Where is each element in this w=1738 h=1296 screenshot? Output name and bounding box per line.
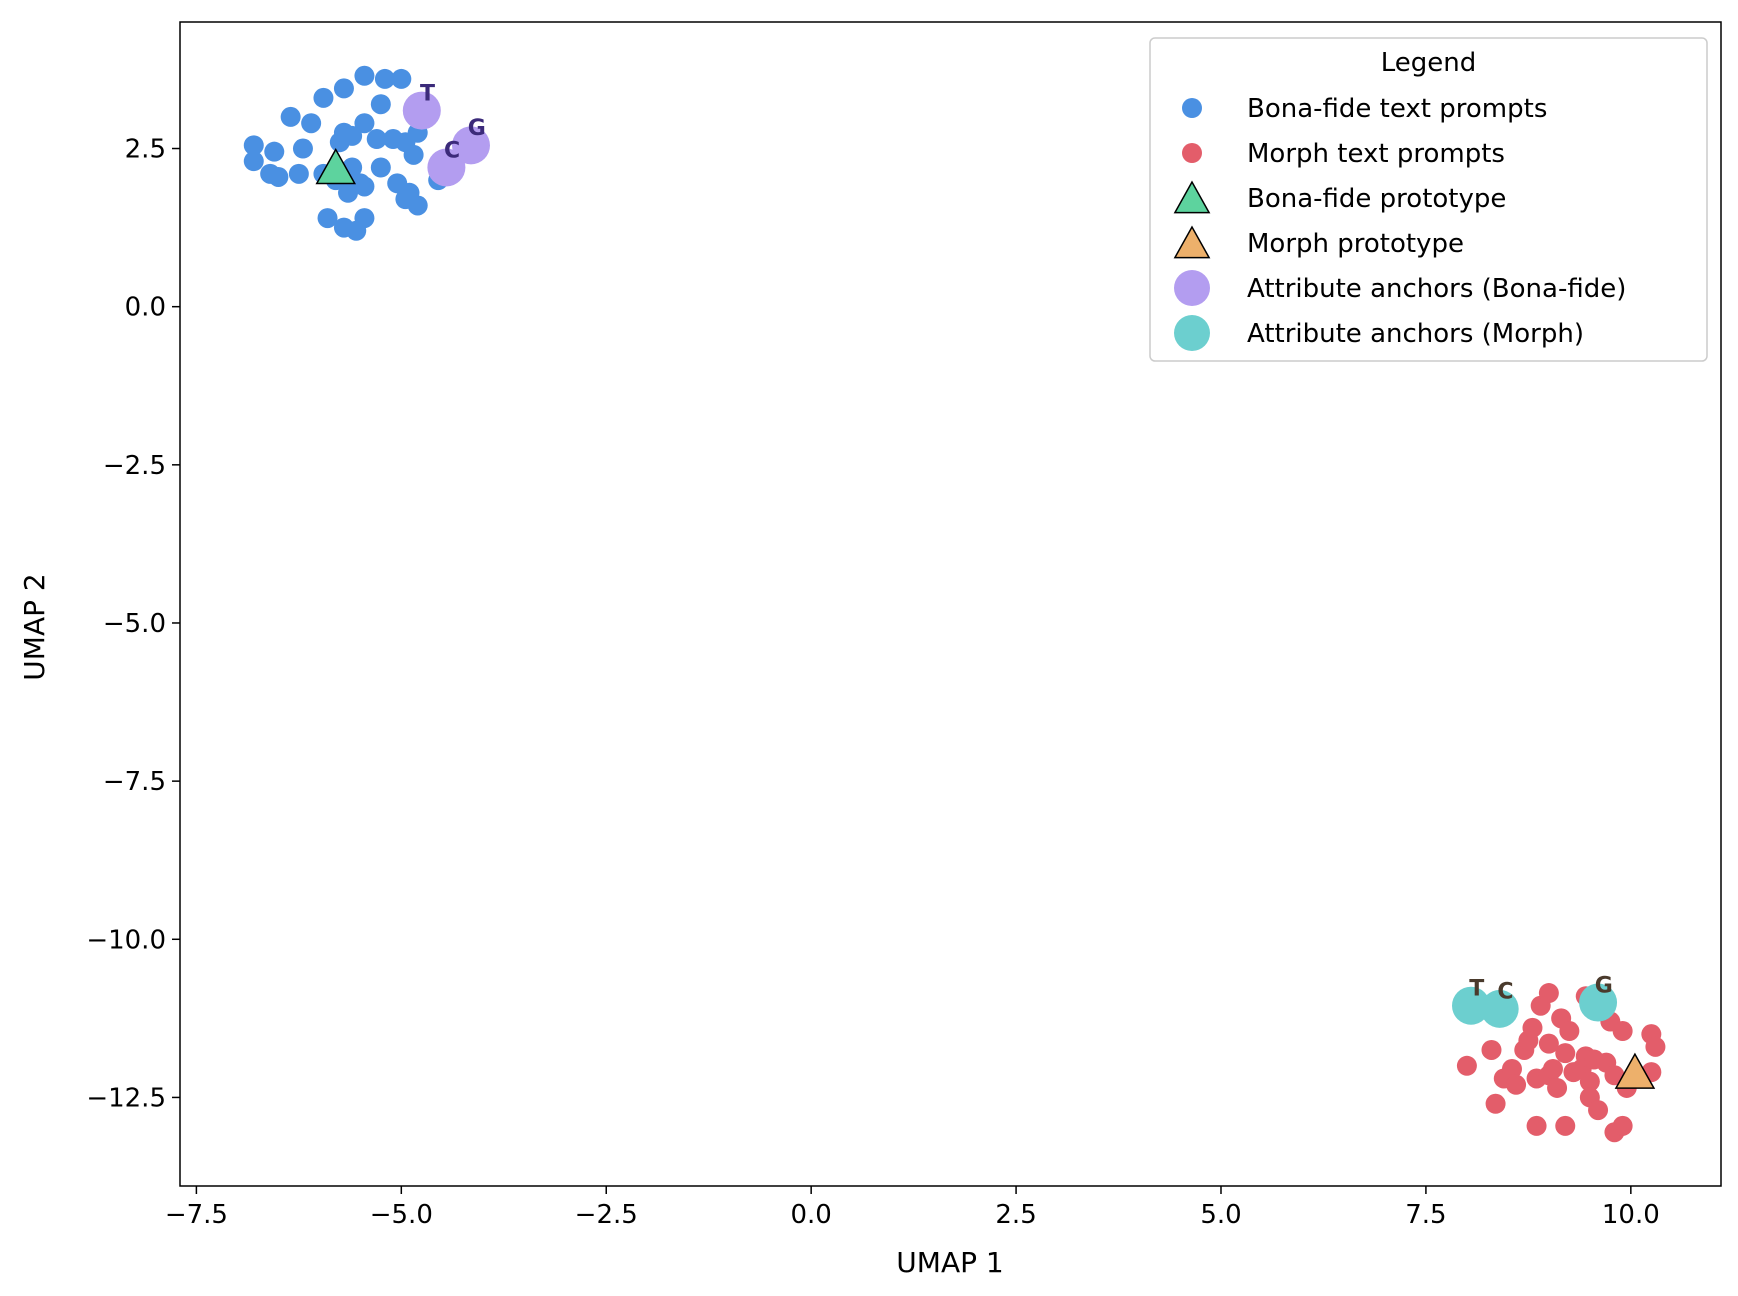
data-point	[1526, 1115, 1547, 1136]
x-tick-label: 10.0	[1602, 1200, 1660, 1230]
data-point	[264, 141, 285, 162]
y-tick-label: −10.0	[86, 925, 166, 955]
x-tick-label: −5.0	[370, 1200, 433, 1230]
anchor-label: C	[444, 138, 460, 163]
y-axis-label: UMAP 2	[18, 573, 51, 680]
data-point	[280, 106, 301, 127]
legend-entry-label: Attribute anchors (Bona-fide)	[1247, 274, 1626, 304]
legend-entry-label: Morph prototype	[1247, 229, 1464, 259]
data-point	[1579, 1071, 1600, 1092]
data-point	[243, 151, 264, 172]
y-tick-label: −12.5	[86, 1083, 166, 1113]
anchor-label: G	[1595, 973, 1613, 998]
data-point	[407, 195, 428, 216]
x-tick-label: 2.5	[995, 1200, 1036, 1230]
data-point	[1501, 1058, 1522, 1079]
data-point	[1506, 1074, 1527, 1095]
prototype-marker	[315, 147, 357, 185]
data-point	[354, 208, 375, 229]
legend-entry-label: Bona-fide prototype	[1247, 184, 1506, 214]
data-point	[301, 113, 322, 134]
legend-title: Legend	[1381, 48, 1477, 78]
data-point	[288, 163, 309, 184]
data-point	[370, 157, 391, 178]
y-tick-label: 2.5	[125, 135, 166, 165]
legend-marker	[1173, 180, 1211, 214]
data-point	[1481, 1039, 1502, 1060]
x-tick-label: −2.5	[575, 1200, 638, 1230]
data-point	[354, 176, 375, 197]
data-point	[317, 208, 338, 229]
data-point	[1456, 1055, 1477, 1076]
y-tick-label: 0.0	[125, 293, 166, 323]
legend-marker	[1174, 315, 1210, 351]
data-point	[1485, 1093, 1506, 1114]
data-point	[1612, 1021, 1633, 1042]
anchor-point	[427, 148, 466, 187]
y-tick-label: −2.5	[103, 451, 166, 481]
data-point	[1542, 1058, 1563, 1079]
data-point	[243, 135, 264, 156]
legend-marker	[1182, 143, 1202, 163]
data-point	[268, 166, 289, 187]
legend-entry-label: Bona-fide text prompts	[1247, 94, 1547, 124]
x-tick-label: 0.0	[790, 1200, 831, 1230]
x-tick-label: 7.5	[1405, 1200, 1446, 1230]
data-point	[1604, 1065, 1625, 1086]
legend-marker	[1174, 270, 1210, 306]
anchor-point	[402, 91, 441, 130]
prototype-marker	[1614, 1052, 1656, 1089]
data-point	[1547, 1077, 1568, 1098]
data-point	[391, 68, 412, 89]
anchor-label: G	[468, 116, 486, 141]
data-point	[333, 78, 354, 99]
data-point	[342, 125, 363, 146]
legend-marker	[1182, 98, 1202, 118]
data-point	[354, 65, 375, 86]
axes: −7.5 −5.0 −2.5 0.0 2.5 5.0 7.5 10.0 2.5 0.0 −2.5 −5…	[86, 21, 1722, 1230]
data-point	[1645, 1036, 1666, 1057]
data-point	[1588, 1100, 1609, 1121]
data-point	[1555, 1115, 1576, 1136]
legend: Legend Bona-fide text prompts Morph text p…	[1149, 37, 1708, 362]
plot-frame	[179, 21, 1722, 1187]
data-point	[366, 129, 387, 150]
x-tick-label: 5.0	[1200, 1200, 1241, 1230]
prototypes	[315, 147, 1656, 1089]
data-point	[403, 144, 424, 165]
y-tick-label: −5.0	[103, 609, 166, 639]
data-point	[1555, 1043, 1576, 1064]
data-point	[374, 68, 395, 89]
data-point	[1522, 1017, 1543, 1038]
anchor-point	[1579, 983, 1618, 1022]
anchor-point	[1451, 986, 1490, 1025]
y-tick-label: −7.5	[103, 767, 166, 797]
data-point	[354, 113, 375, 134]
anchor-label: C	[1497, 980, 1513, 1005]
anchor-label: T	[1469, 977, 1484, 1002]
anchor-point	[1480, 989, 1519, 1028]
data-point	[1538, 1033, 1559, 1054]
legend-entry-label: Morph text prompts	[1247, 139, 1505, 169]
data-point	[370, 94, 391, 115]
data-point	[1538, 983, 1559, 1004]
x-axis-label: UMAP 1	[896, 1246, 1003, 1279]
legend-marker	[1173, 225, 1211, 259]
data-point	[313, 87, 334, 108]
series-0	[243, 65, 449, 241]
anchor-point	[451, 126, 490, 165]
data-point	[1612, 1115, 1633, 1136]
data-point	[292, 138, 313, 159]
anchor-label: T	[420, 81, 435, 106]
legend-box	[1149, 37, 1708, 362]
legend-entry-label: Attribute anchors (Morph)	[1247, 319, 1584, 349]
data-point	[1559, 1021, 1580, 1042]
x-tick-label: −7.5	[165, 1200, 228, 1230]
